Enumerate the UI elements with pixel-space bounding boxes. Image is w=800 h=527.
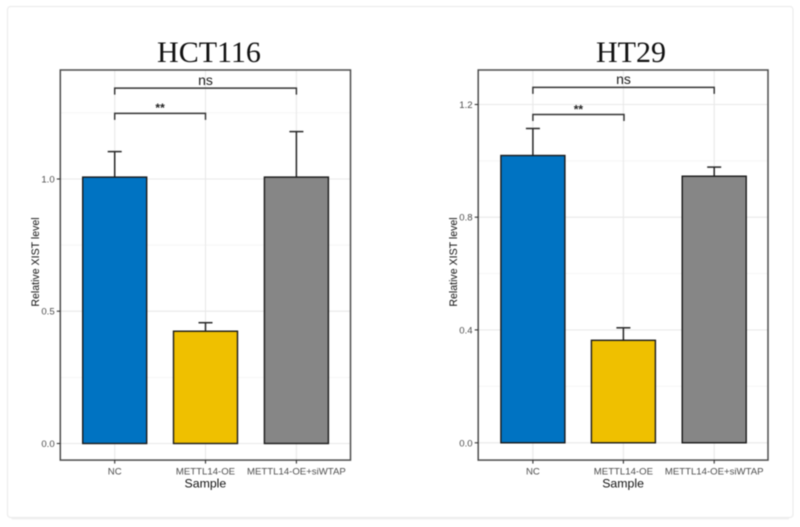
svg-text:Sample: Sample xyxy=(602,476,644,490)
svg-text:**: ** xyxy=(574,102,584,116)
svg-text:0.0: 0.0 xyxy=(41,439,54,450)
svg-text:METTL14-OE+siWTAP: METTL14-OE+siWTAP xyxy=(665,466,764,477)
svg-text:0.5: 0.5 xyxy=(41,307,54,318)
svg-text:**: ** xyxy=(155,101,165,115)
svg-text:NC: NC xyxy=(108,466,122,477)
svg-text:0.4: 0.4 xyxy=(459,325,473,336)
svg-text:ns: ns xyxy=(198,72,213,88)
svg-text:METTL14-OE: METTL14-OE xyxy=(176,466,235,477)
svg-text:1.0: 1.0 xyxy=(41,175,54,186)
svg-text:NC: NC xyxy=(526,466,540,477)
svg-text:Relative XIST level: Relative XIST level xyxy=(448,217,460,306)
svg-text:HT29: HT29 xyxy=(596,36,666,69)
svg-text:HCT116: HCT116 xyxy=(157,36,261,69)
svg-text:METTL14-OE: METTL14-OE xyxy=(594,466,653,477)
svg-text:ns: ns xyxy=(616,71,631,87)
svg-text:1.2: 1.2 xyxy=(459,100,472,111)
svg-text:0.0: 0.0 xyxy=(459,438,472,449)
svg-text:Relative XIST level: Relative XIST level xyxy=(30,217,42,306)
svg-text:0.8: 0.8 xyxy=(459,213,472,224)
svg-text:METTL14-OE+siWTAP: METTL14-OE+siWTAP xyxy=(247,466,346,477)
svg-text:Sample: Sample xyxy=(185,476,227,490)
